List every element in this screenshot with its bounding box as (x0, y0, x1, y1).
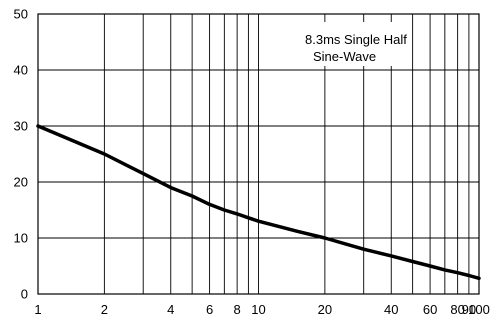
annotation-line-1: 8.3ms Single Half (305, 32, 407, 47)
y-tick-label: 20 (14, 175, 28, 190)
x-tick-label: 10 (251, 302, 265, 317)
y-tick-label: 50 (14, 7, 28, 22)
x-tick-label: 20 (318, 302, 332, 317)
y-tick-label: 0 (21, 287, 28, 302)
x-tick-label: 90 (462, 302, 476, 317)
x-tick-label: 40 (384, 302, 398, 317)
data-series-line (36, 124, 481, 281)
annotation-line-2: Sine-Wave (313, 49, 376, 64)
x-tick-label: 80 (450, 302, 464, 317)
annotation-box: 8.3ms Single Half Sine-Wave (298, 22, 407, 66)
x-tick-label: 6 (206, 302, 213, 317)
y-tick-label: 10 (14, 231, 28, 246)
x-tick-label: 1 (34, 302, 41, 317)
y-tick-label: 30 (14, 119, 28, 134)
x-tick-label: 100 (468, 302, 490, 317)
y-axis-ticks: 0 10 20 30 40 50 (14, 7, 28, 302)
x-tick-label: 60 (423, 302, 437, 317)
y-tick-label: 40 (14, 63, 28, 78)
x-tick-label: 8 (234, 302, 241, 317)
plot-frame (37, 13, 480, 295)
x-tick-label: 2 (101, 302, 108, 317)
x-tick-label: 4 (167, 302, 174, 317)
